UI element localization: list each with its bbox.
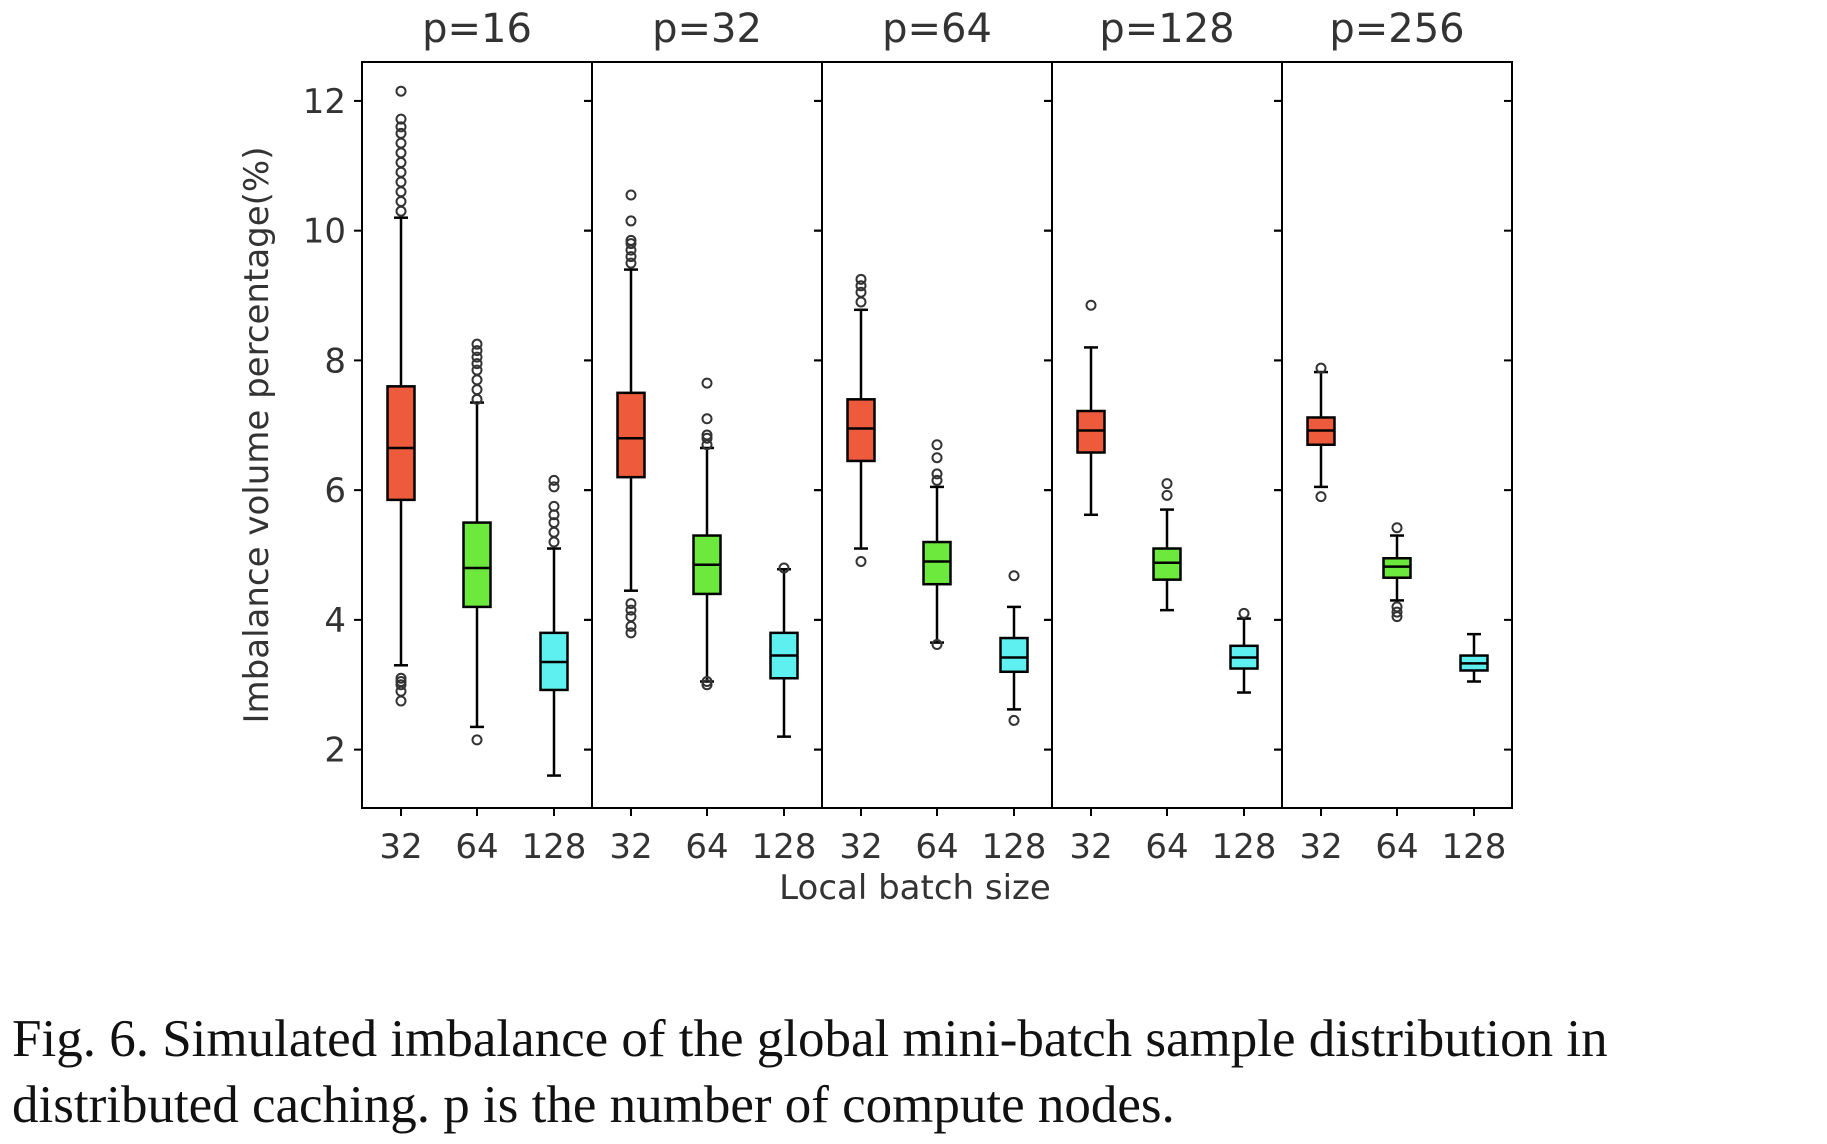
box-64 <box>1384 523 1411 621</box>
x-tick-label: 32 <box>839 827 882 867</box>
outlier-point <box>397 178 406 187</box>
outlier-point <box>550 538 559 547</box>
outlier-point <box>397 197 406 206</box>
outlier-point <box>933 469 942 478</box>
x-tick-label: 128 <box>522 827 587 867</box>
outlier-point <box>1010 716 1019 725</box>
outlier-point <box>703 414 712 423</box>
y-tick-label: 12 <box>303 82 346 122</box>
panels-layer: p=16 2 4 6 8 10 12 32 64 128 p=32 32 64 128 p=64 32 64 12… <box>303 6 1512 867</box>
outlier-point <box>1010 571 1019 580</box>
box-128 <box>1231 609 1258 693</box>
outlier-point <box>627 622 636 631</box>
x-tick-label: 64 <box>915 827 958 867</box>
box-64 <box>924 440 951 649</box>
y-tick-label: 4 <box>324 601 346 641</box>
outlier-point <box>1163 479 1172 488</box>
outlier-point <box>1393 523 1402 532</box>
panel-3: p=128 32 64 128 <box>1044 6 1282 867</box>
outlier-point <box>627 190 636 199</box>
y-tick-label: 6 <box>324 471 346 511</box>
outlier-point <box>397 696 406 705</box>
x-tick-label: 128 <box>1212 827 1277 867</box>
iqr-box <box>464 523 491 607</box>
box-32 <box>848 275 875 566</box>
box-64 <box>1154 479 1181 610</box>
y-tick-label: 8 <box>324 341 346 381</box>
outlier-point <box>1163 491 1172 500</box>
caption-line-1: Fig. 6. Simulated imbalance of the globa… <box>12 1010 1608 1068</box>
outlier-point <box>857 275 866 284</box>
outlier-point <box>627 599 636 608</box>
y-axis-label: Imbalance volume percentage(%) <box>237 147 277 724</box>
panel-4: p=256 32 64 128 <box>1274 6 1512 867</box>
outlier-point <box>550 476 559 485</box>
panel-0: p=16 2 4 6 8 10 12 32 64 128 <box>303 6 592 867</box>
x-tick-label: 64 <box>685 827 728 867</box>
iqr-box <box>618 393 645 477</box>
figure-caption: Fig. 6. Simulated imbalance of the globa… <box>12 1006 1822 1138</box>
box-128 <box>541 476 568 776</box>
box-64 <box>694 379 721 690</box>
outlier-point <box>857 557 866 566</box>
outlier-point <box>473 340 482 349</box>
caption-line-2: distributed caching. p is the number of … <box>12 1076 1175 1134</box>
outlier-point <box>857 298 866 307</box>
box-32 <box>1308 364 1335 501</box>
outlier-point <box>473 375 482 384</box>
x-tick-label: 128 <box>752 827 817 867</box>
outlier-point <box>397 158 406 167</box>
panel-title: p=128 <box>1099 6 1234 52</box>
x-tick-label: 32 <box>609 827 652 867</box>
x-axis-label: Local batch size <box>779 868 1051 900</box>
x-tick-label: 32 <box>1069 827 1112 867</box>
outlier-point <box>1317 492 1326 501</box>
box-32 <box>388 87 415 706</box>
box-128 <box>1461 634 1488 681</box>
outlier-point <box>627 216 636 225</box>
box-32 <box>618 190 645 637</box>
y-tick-label: 10 <box>303 212 346 252</box>
panel-title: p=32 <box>652 6 762 52</box>
x-tick-label: 32 <box>1299 827 1342 867</box>
outlier-point <box>397 187 406 196</box>
box-128 <box>1001 571 1028 725</box>
iqr-box <box>1001 638 1028 672</box>
boxplot-figure: p=16 2 4 6 8 10 12 32 64 128 p=32 32 64 128 p=64 32 64 12… <box>0 0 1827 900</box>
iqr-box <box>924 542 951 584</box>
box-32 <box>1078 301 1105 515</box>
x-tick-label: 128 <box>1442 827 1507 867</box>
panel-2: p=64 32 64 128 <box>814 6 1052 867</box>
outlier-point <box>933 453 942 462</box>
outlier-point <box>933 440 942 449</box>
iqr-box <box>1384 558 1411 577</box>
outlier-point <box>397 168 406 177</box>
x-tick-label: 64 <box>455 827 498 867</box>
outlier-point <box>473 735 482 744</box>
panel-title: p=16 <box>422 6 532 52</box>
iqr-box <box>848 399 875 461</box>
panel-title: p=256 <box>1329 6 1464 52</box>
outlier-point <box>473 385 482 394</box>
x-tick-label: 32 <box>379 827 422 867</box>
outlier-point <box>1087 301 1096 310</box>
panel-1: p=32 32 64 128 <box>584 6 822 867</box>
box-128 <box>771 563 798 736</box>
x-tick-label: 64 <box>1375 827 1418 867</box>
iqr-box <box>1154 549 1181 580</box>
box-64 <box>464 340 491 745</box>
outlier-point <box>397 87 406 96</box>
outlier-point <box>397 148 406 157</box>
y-tick-label: 2 <box>324 731 346 771</box>
outlier-point <box>1240 609 1249 618</box>
outlier-point <box>550 528 559 537</box>
iqr-box <box>1078 411 1105 453</box>
x-tick-label: 128 <box>982 827 1047 867</box>
outlier-point <box>703 379 712 388</box>
panel-title: p=64 <box>882 6 992 52</box>
outlier-point <box>397 207 406 216</box>
outlier-point <box>397 139 406 148</box>
iqr-box <box>388 386 415 500</box>
x-tick-label: 64 <box>1145 827 1188 867</box>
